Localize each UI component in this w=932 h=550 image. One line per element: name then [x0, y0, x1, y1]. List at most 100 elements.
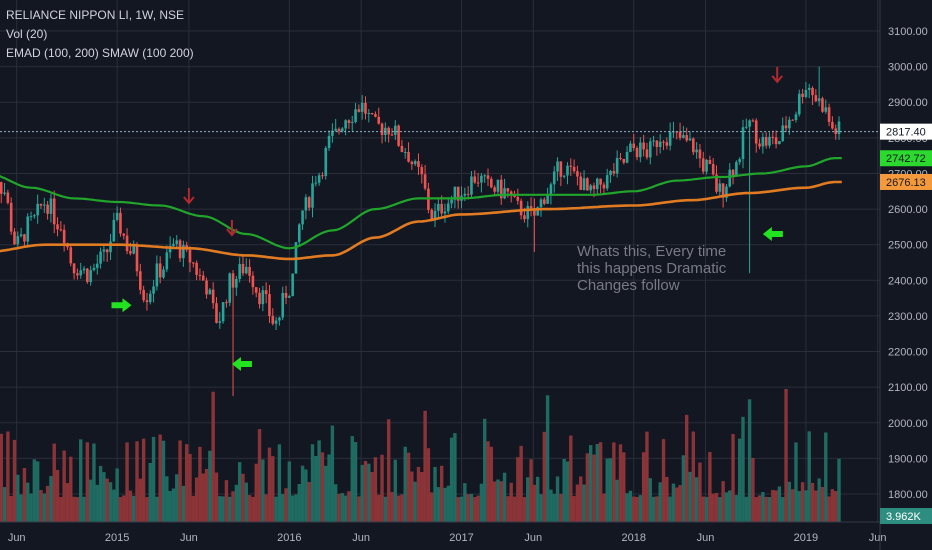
volume-bar	[118, 497, 123, 522]
symbol-title: RELIANCE NIPPON LI, 1W, NSE	[6, 8, 185, 22]
volume-bar	[724, 492, 729, 522]
volume-value-tag-label: 3.962K	[886, 511, 922, 523]
candle-body	[192, 262, 195, 264]
candle-body	[9, 202, 13, 232]
candle-body	[466, 193, 470, 195]
candle-body	[635, 148, 639, 158]
volume-bar	[357, 496, 361, 522]
time-tick-label: Jun	[697, 532, 715, 544]
candle-body	[112, 219, 116, 242]
candle-body	[321, 175, 324, 177]
candle-body	[834, 128, 838, 135]
volume-bar	[718, 497, 722, 522]
time-tick-label: Jun	[180, 532, 198, 544]
candle-body	[129, 251, 132, 254]
candle-body	[682, 135, 685, 138]
volume-bar	[32, 459, 37, 522]
volume-bar	[824, 432, 828, 522]
candle-body	[499, 179, 503, 199]
candle-body	[821, 98, 824, 112]
volume-bar	[615, 479, 619, 522]
price-tick-label: 3100.00	[888, 26, 928, 38]
down-arrow-icon	[226, 228, 238, 237]
time-tick-label: Jun	[8, 532, 26, 544]
volume-bar	[108, 482, 113, 522]
volume-bar	[324, 465, 328, 522]
candle-body	[33, 215, 36, 217]
volume-value-tag	[880, 508, 932, 524]
volume-bar	[413, 481, 417, 522]
candle-body	[513, 195, 516, 197]
candle-body	[115, 212, 119, 220]
volume-bar	[290, 495, 295, 522]
candle-body	[476, 182, 480, 184]
candle-body	[446, 203, 450, 212]
volume-bar	[817, 478, 821, 522]
volume-bar	[79, 439, 83, 522]
candle-body	[711, 164, 715, 175]
candle-body	[195, 262, 198, 275]
candle-body	[241, 264, 245, 274]
candle-body	[79, 270, 83, 276]
volume-bar	[761, 492, 765, 522]
price-tick-label: 2900.00	[888, 97, 928, 109]
candle-body	[278, 317, 281, 321]
down-arrow-icon	[183, 196, 195, 205]
volume-bar	[728, 490, 732, 522]
candle-body	[162, 269, 165, 278]
volume-bar	[453, 433, 457, 522]
candle-body	[433, 210, 437, 220]
volume-bar	[628, 490, 633, 522]
volume-bar	[476, 495, 480, 522]
candle-body	[725, 186, 728, 198]
candle-body	[549, 184, 553, 195]
volume-bar	[69, 456, 73, 522]
candle-body	[62, 229, 66, 244]
volume-bar	[49, 476, 53, 522]
candle-body	[102, 249, 106, 252]
candle-body	[99, 251, 102, 264]
candle-body	[831, 121, 834, 129]
volume-bar	[26, 482, 30, 522]
price-tick-label: 2300.00	[888, 311, 928, 323]
volume-bar	[29, 493, 33, 522]
volume-bar	[400, 494, 404, 522]
volume-bar	[330, 425, 335, 522]
volume-bar	[370, 471, 374, 522]
candle-body	[354, 109, 357, 122]
candle-body	[13, 231, 16, 245]
last-price-tag-label: 2817.40	[886, 127, 926, 139]
volume-bar	[201, 473, 205, 522]
volume-bar	[496, 479, 500, 522]
volume-bar	[19, 494, 23, 522]
candle-body	[251, 275, 255, 288]
candle-body	[771, 136, 775, 138]
candlesticks	[0, 66, 841, 397]
candle-body	[122, 233, 126, 236]
candle-body	[652, 140, 655, 142]
volume-bar	[658, 482, 662, 522]
volume-bar	[42, 493, 46, 522]
candle-body	[314, 182, 318, 184]
volume-bar	[241, 473, 245, 522]
volume-bar	[287, 461, 292, 522]
candle-body	[692, 138, 695, 153]
green-arrow-icon	[111, 298, 132, 313]
price-tick-label: 3000.00	[888, 62, 928, 74]
candle-body	[182, 245, 185, 259]
candle-body	[493, 187, 496, 192]
chart-annotation: Whats this, Every time this happens Dram…	[577, 243, 777, 294]
candle-body	[648, 141, 652, 158]
volume-bar	[608, 458, 613, 522]
volume-bar	[661, 439, 666, 522]
candle-body	[407, 152, 410, 162]
candle-body	[605, 175, 609, 189]
volume-bar	[426, 448, 431, 522]
candle-body	[301, 210, 304, 225]
candle-body	[393, 125, 397, 135]
volume-bar	[390, 491, 394, 522]
volume-bar	[234, 484, 239, 522]
candle-body	[546, 194, 549, 204]
candle-body	[632, 143, 636, 149]
